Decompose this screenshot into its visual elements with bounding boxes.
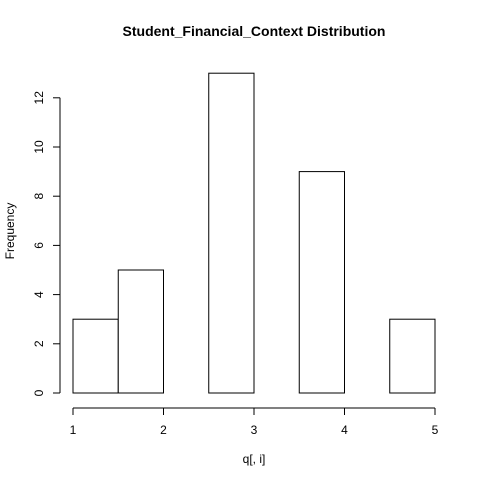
x-axis-label: q[, i] [243, 452, 266, 466]
bars-group [73, 73, 435, 393]
histogram-bar-5 [299, 172, 344, 393]
x-tick-label-2: 3 [251, 423, 258, 437]
histogram-bar-1 [118, 270, 163, 393]
y-axis-label: Frequency [3, 203, 17, 260]
y-tick-label-3: 6 [32, 242, 46, 249]
y-tick-label-6: 12 [32, 91, 46, 105]
histogram-bar-3 [209, 73, 254, 393]
x-tick-label-1: 2 [160, 423, 167, 437]
x-axis: 1 2 3 4 5 [70, 408, 439, 437]
y-axis: 0 2 4 6 8 10 12 [32, 91, 60, 397]
x-tick-label-4: 5 [432, 423, 439, 437]
y-tick-label-5: 10 [32, 140, 46, 154]
chart-title: Student_Financial_Context Distribution [123, 23, 386, 39]
histogram-bar-0 [73, 319, 118, 393]
y-tick-label-2: 4 [32, 291, 46, 298]
x-tick-label-0: 1 [70, 423, 77, 437]
x-tick-label-3: 4 [341, 423, 348, 437]
y-tick-label-4: 8 [32, 193, 46, 200]
histogram-bar-7 [390, 319, 435, 393]
y-tick-label-1: 2 [32, 340, 46, 347]
y-tick-label-0: 0 [32, 389, 46, 396]
